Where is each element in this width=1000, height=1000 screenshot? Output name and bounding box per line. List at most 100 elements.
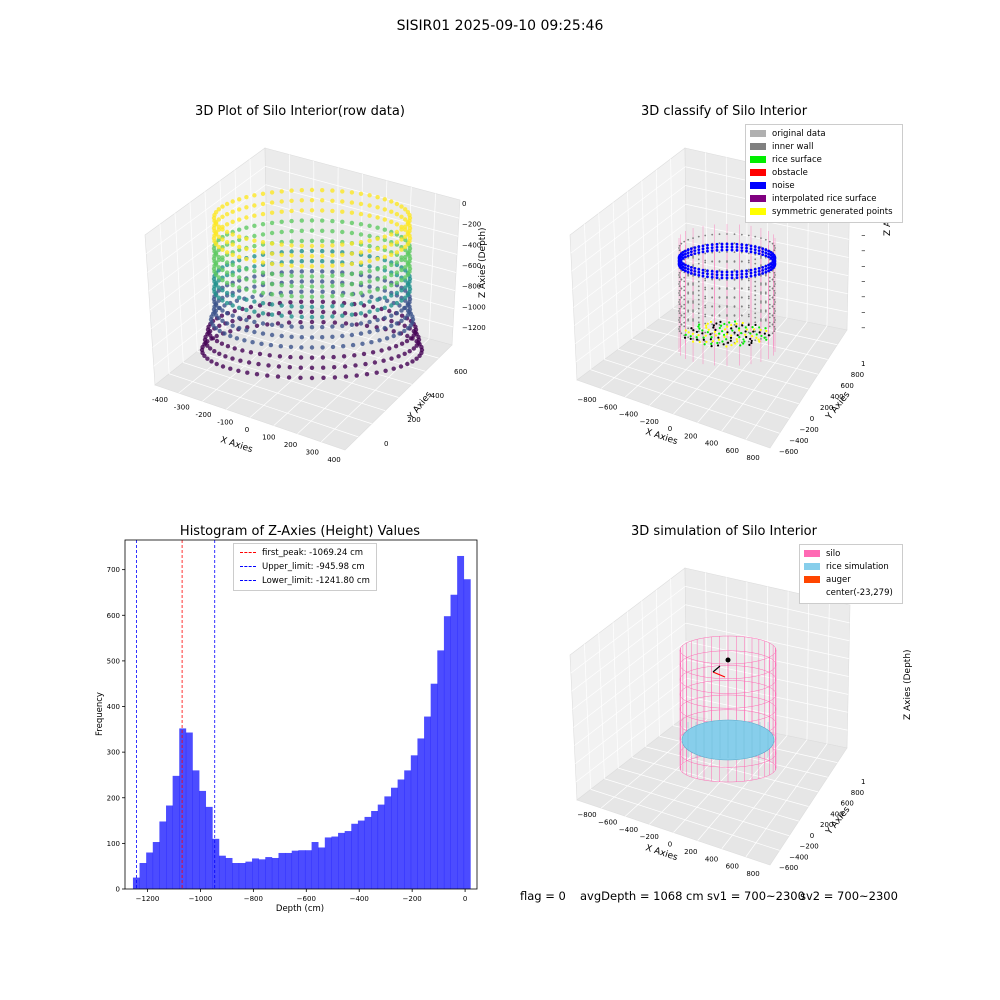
raw-point [408,336,414,341]
raw-point [364,372,370,377]
rice-point [734,342,737,345]
raw-point [289,253,294,258]
raw-point [320,218,325,223]
raw-point [389,242,394,247]
raw-point [289,324,294,329]
raw-point [330,218,335,224]
raw-point [287,310,292,315]
wall-point [733,269,736,272]
rice-point [723,322,726,326]
raw-point [216,285,221,290]
raw-point [387,346,392,351]
wall-point [747,331,750,334]
raw-point [299,274,304,279]
raw-point [330,269,335,274]
raw-z-tick-label: −400 [462,241,481,249]
raw-point [405,252,411,257]
noise-point [686,267,690,271]
legend-swatch [750,169,766,176]
raw-point [414,356,419,361]
legend-swatch [804,589,820,596]
raw-point [320,335,325,340]
classify-z-tick-label: −600 [861,262,865,270]
raw-point [358,311,364,316]
raw-point [298,375,303,380]
raw-point [342,364,348,369]
raw-point [299,279,304,284]
grid-line [428,193,436,339]
wall-point [692,255,694,258]
raw-point [289,249,294,254]
raw-point [330,304,335,309]
wall-point [692,256,694,259]
wall-point [773,244,776,247]
noise-point [684,269,687,273]
rice-point [739,344,742,347]
raw-point [391,366,396,371]
grid-line [670,578,674,726]
raw-point [224,222,230,227]
histogram-bar [437,650,445,889]
wall-point [678,247,680,249]
wall-point [754,321,757,324]
raw-point [349,241,355,246]
raw-x-tick-label: 400 [327,456,340,464]
raw-point [382,207,387,212]
noise-point [706,249,709,253]
noise-point [730,248,734,252]
raw-point [289,243,294,248]
raw-x-tick-label: 200 [284,441,297,449]
raw-point [260,301,266,306]
histogram-bar [351,823,359,889]
rice-point [719,324,723,327]
raw-point [369,340,374,345]
rice-point [723,328,727,331]
wall-point [740,314,743,317]
y-tick-label: 500 [107,657,120,665]
raw-point [383,368,388,373]
simulation-y-tick-label: 600 [841,800,854,808]
raw-point [394,321,400,326]
rice-point [717,332,721,335]
legend-label: obstacle [772,168,808,178]
raw-point [405,302,411,308]
raw-point [410,359,415,364]
noise-point [745,249,748,253]
noise-point [706,246,709,250]
raw-point [399,288,404,293]
raw-point [391,329,396,334]
raw-point [237,265,242,270]
legend-item: obstacle [750,167,898,180]
raw-x-tick-label: 0 [245,426,249,434]
raw-point [367,329,372,335]
raw-point [389,323,394,328]
wall-point [726,296,728,298]
raw-point [299,228,304,233]
raw-z-tick-label: −1200 [462,324,486,332]
wall-point [711,323,714,326]
raw-point [396,354,401,359]
x-tick-label: −200 [403,895,422,903]
raw-point [279,333,284,339]
noise-point [715,242,719,246]
grid-line [382,180,388,327]
raw-point [330,273,335,278]
center-marker [725,657,731,663]
raw-point [299,188,304,193]
raw-point [358,250,364,255]
raw-3d-plot: -400 -300 -200 -100 0 100 200 300 400 0 200 400 600 0… [144,147,488,464]
raw-point [403,295,408,300]
wall-point [718,314,721,317]
wall-point [704,279,707,282]
rice-point [725,332,729,336]
raw-point [405,221,411,226]
raw-point [260,232,266,237]
y-tick-label: 600 [107,612,120,620]
raw-point [230,232,235,237]
raw-point [320,198,325,203]
wall-point [773,276,776,279]
raw-point [330,208,335,214]
raw-point [358,191,364,196]
noise-point [761,250,765,254]
wall-point [678,249,681,252]
